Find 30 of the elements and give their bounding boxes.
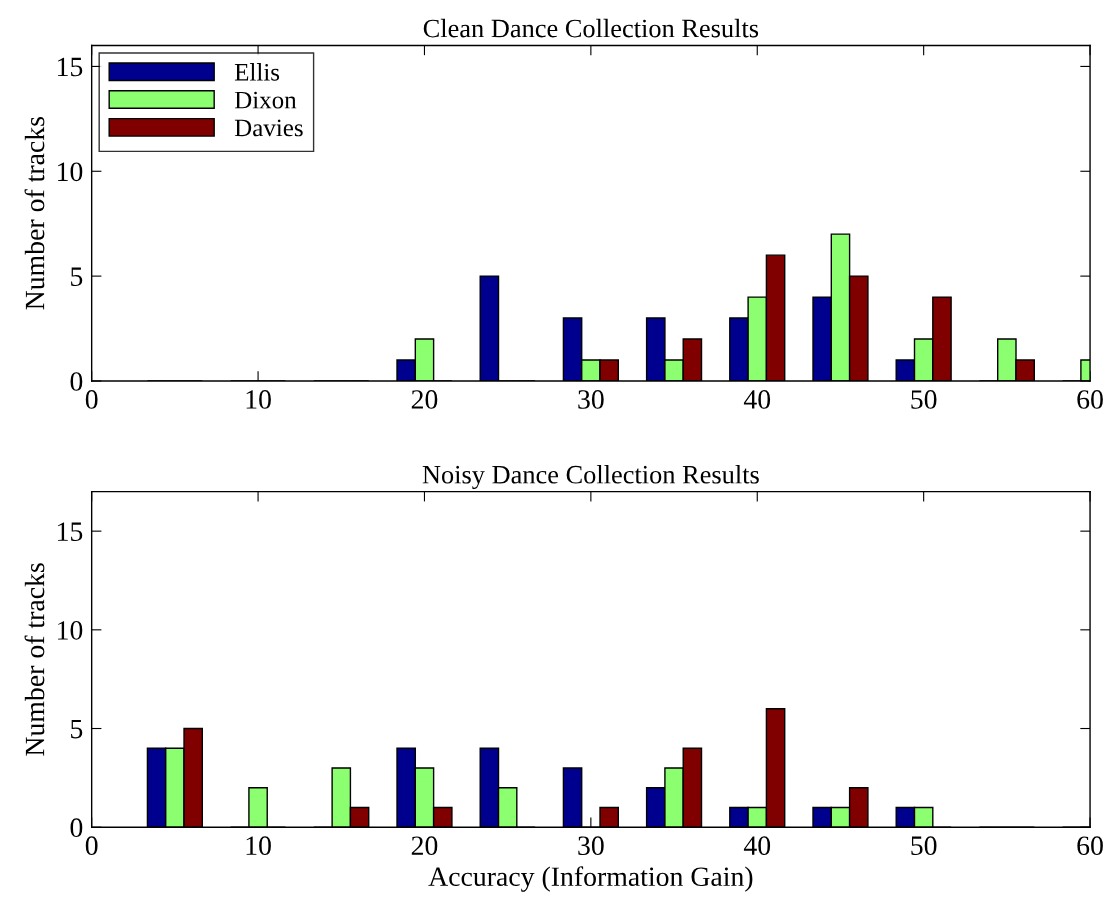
chart-title: Noisy Dance Collection Results <box>422 465 759 490</box>
y-tick-label: 10 <box>58 621 83 640</box>
x-tick-label: 50 <box>911 836 937 856</box>
x-axis-title: Accuracy (Information Gain) <box>428 866 753 892</box>
y-axis-title: Number of tracks <box>24 117 45 310</box>
x-tick-label: 40 <box>743 390 771 409</box>
x-tick-label: 20 <box>411 390 438 409</box>
x-tick-label: 10 <box>246 390 271 409</box>
y-tick-label: 5 <box>71 719 83 739</box>
x-tick-label: 60 <box>1077 836 1103 856</box>
y-axis-title: Number of tracks <box>24 563 45 756</box>
x-tick-label: 30 <box>578 836 604 856</box>
y-tick-label: 0 <box>70 818 83 838</box>
x-tick-label: 60 <box>1077 390 1103 409</box>
y-tick-label: 5 <box>71 267 83 287</box>
y-tick-label: 15 <box>58 57 83 77</box>
chart-title: Clean Dance Collection Results <box>423 18 759 38</box>
legend-label: Dixon <box>234 91 297 109</box>
y-tick-label: 10 <box>58 162 83 182</box>
x-tick-label: 0 <box>85 390 98 409</box>
y-tick-label: 0 <box>70 372 83 391</box>
x-tick-label: 50 <box>911 390 937 409</box>
y-tick-label: 15 <box>58 522 83 542</box>
x-tick-label: 40 <box>743 836 771 856</box>
x-tick-label: 20 <box>411 836 438 856</box>
legend-label: Ellis <box>234 63 280 81</box>
x-tick-label: 10 <box>246 836 271 856</box>
x-tick-label: 30 <box>578 390 604 409</box>
legend-label: Davies <box>234 119 303 137</box>
x-tick-label: 0 <box>85 836 98 856</box>
